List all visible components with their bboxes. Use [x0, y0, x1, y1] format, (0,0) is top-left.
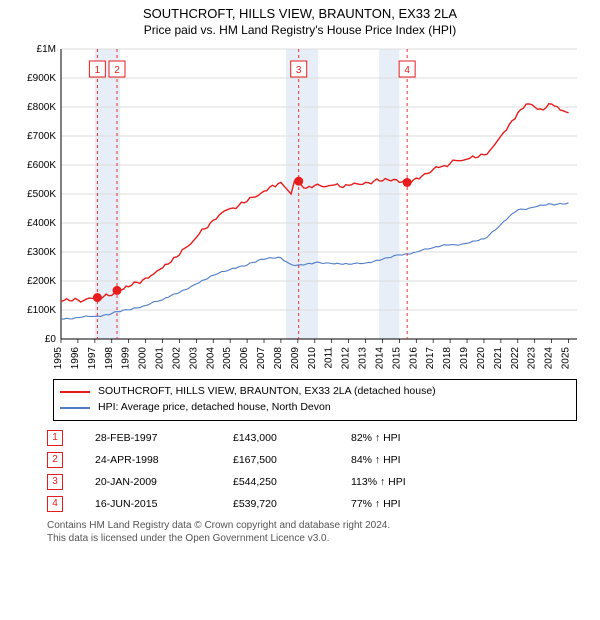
svg-text:1: 1: [95, 65, 101, 76]
transaction-marker-icon: 4: [47, 496, 63, 512]
price-marker: [294, 177, 303, 186]
transaction-price: £143,000: [233, 427, 351, 449]
svg-text:2017: 2017: [425, 347, 436, 370]
svg-text:2016: 2016: [408, 347, 419, 370]
svg-text:3: 3: [296, 65, 302, 76]
svg-text:2006: 2006: [239, 347, 250, 370]
svg-text:2015: 2015: [391, 347, 402, 370]
svg-text:2024: 2024: [544, 347, 555, 370]
svg-text:4: 4: [404, 65, 410, 76]
footnote: Contains HM Land Registry data © Crown c…: [47, 519, 583, 546]
legend-row-property: SOUTHCROFT, HILLS VIEW, BRAUNTON, EX33 2…: [60, 384, 570, 400]
svg-text:2007: 2007: [256, 347, 267, 370]
svg-text:1995: 1995: [53, 347, 64, 370]
transaction-pct: 84% ↑ HPI: [351, 449, 414, 471]
transaction-price: £544,250: [233, 471, 351, 493]
transaction-date: 24-APR-1998: [95, 449, 233, 471]
transaction-pct: 77% ↑ HPI: [351, 493, 414, 515]
svg-text:£600K: £600K: [27, 160, 56, 171]
svg-text:2010: 2010: [307, 347, 318, 370]
legend: SOUTHCROFT, HILLS VIEW, BRAUNTON, EX33 2…: [53, 379, 577, 421]
price-marker: [93, 293, 102, 302]
transaction-pct: 82% ↑ HPI: [351, 427, 414, 449]
legend-label: SOUTHCROFT, HILLS VIEW, BRAUNTON, EX33 2…: [98, 384, 436, 400]
svg-text:2013: 2013: [358, 347, 369, 370]
price-marker: [403, 178, 412, 187]
svg-text:2008: 2008: [273, 347, 284, 370]
svg-text:2000: 2000: [138, 347, 149, 370]
svg-text:2018: 2018: [442, 347, 453, 370]
svg-text:1998: 1998: [104, 347, 115, 370]
transaction-pct: 113% ↑ HPI: [351, 471, 414, 493]
svg-text:£400K: £400K: [27, 218, 56, 229]
svg-text:2005: 2005: [222, 347, 233, 370]
svg-text:£200K: £200K: [27, 276, 56, 287]
svg-text:£0: £0: [45, 334, 57, 345]
transaction-date: 16-JUN-2015: [95, 493, 233, 515]
table-row: 1 28-FEB-1997£143,00082% ↑ HPI: [47, 427, 414, 449]
table-row: 4 16-JUN-2015£539,72077% ↑ HPI: [47, 493, 414, 515]
price-chart: £0 £100K £200K £300K £400K £500K £600K £700K £80…: [17, 43, 583, 373]
svg-text:2021: 2021: [493, 347, 504, 370]
svg-text:2012: 2012: [341, 347, 352, 370]
svg-text:2002: 2002: [171, 347, 182, 370]
table-row: 3 20-JAN-2009£544,250113% ↑ HPI: [47, 471, 414, 493]
svg-text:£1M: £1M: [37, 44, 56, 55]
svg-text:1996: 1996: [70, 347, 81, 370]
svg-text:2025: 2025: [561, 347, 572, 370]
svg-text:£300K: £300K: [27, 247, 56, 258]
svg-text:£900K: £900K: [27, 73, 56, 84]
svg-text:£700K: £700K: [27, 131, 56, 142]
transaction-price: £167,500: [233, 449, 351, 471]
transactions-table: 1 28-FEB-1997£143,00082% ↑ HPI 2 24-APR-199…: [47, 427, 414, 515]
svg-text:2011: 2011: [324, 347, 335, 369]
svg-text:£500K: £500K: [27, 189, 56, 200]
svg-text:2001: 2001: [155, 347, 166, 370]
page-title: SOUTHCROFT, HILLS VIEW, BRAUNTON, EX33 2…: [17, 6, 583, 21]
svg-text:2022: 2022: [510, 347, 521, 370]
svg-text:2019: 2019: [459, 347, 470, 370]
svg-text:2004: 2004: [205, 347, 216, 370]
table-row: 2 24-APR-1998£167,50084% ↑ HPI: [47, 449, 414, 471]
legend-row-hpi: HPI: Average price, detached house, Nort…: [60, 400, 570, 416]
svg-text:£800K: £800K: [27, 102, 56, 113]
transaction-marker-icon: 2: [47, 452, 63, 468]
svg-text:1999: 1999: [121, 347, 132, 370]
page-subtitle: Price paid vs. HM Land Registry's House …: [17, 23, 583, 37]
svg-text:2: 2: [114, 65, 120, 76]
svg-text:£100K: £100K: [27, 305, 56, 316]
svg-text:2009: 2009: [290, 347, 301, 370]
svg-text:2014: 2014: [374, 347, 385, 370]
transaction-marker-icon: 1: [47, 430, 63, 446]
svg-text:1997: 1997: [87, 347, 98, 370]
price-marker: [112, 286, 121, 295]
svg-text:2020: 2020: [476, 347, 487, 370]
transaction-date: 20-JAN-2009: [95, 471, 233, 493]
svg-text:2023: 2023: [527, 347, 538, 370]
transaction-date: 28-FEB-1997: [95, 427, 233, 449]
transaction-marker-icon: 3: [47, 474, 63, 490]
transaction-price: £539,720: [233, 493, 351, 515]
svg-text:2003: 2003: [188, 347, 199, 370]
legend-label: HPI: Average price, detached house, Nort…: [98, 400, 331, 416]
